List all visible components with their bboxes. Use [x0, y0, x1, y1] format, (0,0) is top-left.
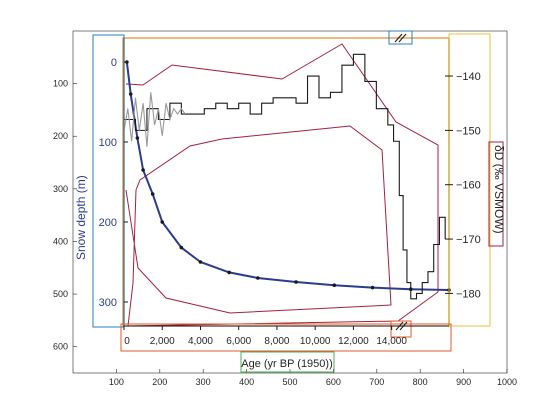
- isotope-highres-line: [123, 92, 186, 147]
- age-tick-label: 2,000: [150, 336, 175, 347]
- isotope-tick-label: −160: [456, 180, 481, 192]
- age-tick-label: 14,000: [376, 336, 407, 347]
- snow-depth-point: [198, 260, 203, 264]
- age-tick-label: 12,000: [338, 336, 369, 347]
- outer-y-tick-label: 300: [53, 184, 68, 194]
- snow-tick-label: 200: [99, 217, 117, 229]
- snow-tick-label: 100: [99, 137, 117, 149]
- age-axis-box: [120, 323, 452, 352]
- outer-x-tick-label: 900: [456, 377, 471, 387]
- isotope-tick-label: −140: [456, 71, 481, 83]
- snow-depth-series: [125, 60, 451, 292]
- outer-y-ticks: 100 200 300 400 500 600: [53, 79, 77, 352]
- snow-depth-point: [227, 270, 231, 275]
- snow-depth-point: [179, 245, 184, 250]
- snow-depth-label: Snow depth (m): [74, 175, 88, 260]
- snow-depth-point: [370, 285, 375, 290]
- snow-depth-point: [160, 220, 165, 224]
- snow-tick-label: 0: [111, 57, 117, 69]
- outer-x-tick-label: 300: [196, 377, 211, 387]
- age-ticks: 0 2,000 4,000 6,000 8,000 10,000 12,000 14,000: [123, 326, 407, 347]
- age-tick-label: 10,000: [300, 336, 331, 347]
- snow-depth-point: [256, 276, 260, 280]
- snow-depth-point: [141, 168, 145, 172]
- outer-y-tick-label: 600: [53, 342, 68, 352]
- outer-x-tick-label: 600: [326, 377, 341, 387]
- isotope-tick-label: −180: [456, 288, 481, 300]
- isotope-line: [124, 53, 446, 300]
- uncertainty-envelope: [125, 43, 439, 327]
- isotope-label: δD (‰ VSMOW): [492, 145, 506, 234]
- snow-depth-point: [135, 136, 140, 140]
- snow-axis-box: [92, 34, 125, 328]
- snow-depth-point: [128, 92, 133, 96]
- snow-depth-point: [150, 192, 155, 196]
- outer-x-tick-label: 800: [413, 377, 428, 387]
- outer-x-tick-label: 1000: [497, 377, 517, 387]
- outer-x-ticks: 100 200 300 400 500 600 700 800 900 1000: [109, 369, 517, 387]
- axis-break-top-box: [388, 30, 413, 45]
- age-tick-label: 8,000: [264, 336, 289, 347]
- outer-x-tick-label: 200: [152, 377, 167, 387]
- snow-depth-point: [332, 283, 337, 288]
- age-tick-label: 6,000: [226, 336, 251, 347]
- outer-x-tick-label: 100: [109, 377, 124, 387]
- snow-depth-point: [294, 280, 298, 284]
- outer-y-tick-label: 400: [53, 236, 68, 246]
- age-tick-label: 0: [124, 336, 130, 347]
- isotope-series: [123, 53, 446, 300]
- age-label: Age (yr BP (1950)): [241, 358, 333, 370]
- axis-break-bottom-box: [390, 320, 412, 338]
- isotope-tick-label: −170: [456, 234, 481, 246]
- isotope-ticks: −140 −150 −160 −170 −180: [445, 71, 481, 300]
- isotope-label-box: [488, 141, 504, 247]
- outer-axes-box: [72, 30, 508, 374]
- snow-tick-label: 300: [99, 297, 117, 309]
- outer-y-tick-label: 500: [53, 289, 68, 299]
- outer-y-tick-label: 100: [53, 79, 68, 89]
- age-label-box: [240, 351, 335, 373]
- outer-x-tick-label: 700: [369, 377, 384, 387]
- outer-axes: 100 200 300 400 500 600 700 800 900 1000 10020030…: [53, 30, 517, 387]
- isotope-axis-box: [448, 33, 491, 327]
- outer-y-tick-label: 200: [53, 131, 68, 141]
- snow-depth-ticks: 0 100 200 300: [99, 57, 128, 309]
- outer-x-tick-label: 500: [282, 377, 297, 387]
- age-tick-label: 4,000: [188, 336, 213, 347]
- axis-break-top-icon: [394, 33, 407, 43]
- isotope-tick-label: −150: [456, 125, 481, 137]
- outer-x-tick-label: 400: [239, 377, 254, 387]
